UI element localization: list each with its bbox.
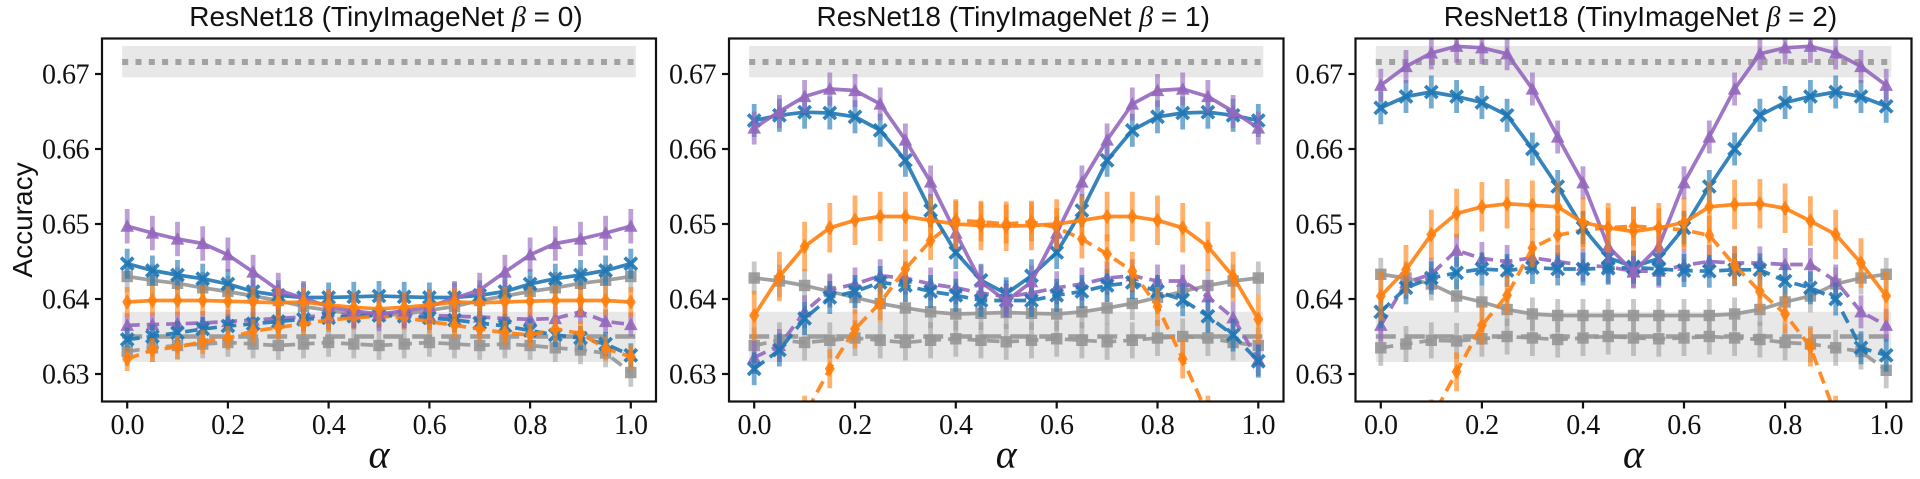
svg-text:1.0: 1.0 xyxy=(1869,410,1903,441)
svg-text:α: α xyxy=(1623,432,1645,475)
svg-text:0.4: 0.4 xyxy=(312,410,346,441)
svg-text:ResNet18 (TinyImageNet β = 2): ResNet18 (TinyImageNet β = 2) xyxy=(1444,1,1837,33)
svg-text:0.63: 0.63 xyxy=(1296,360,1343,391)
svg-text:0.65: 0.65 xyxy=(42,210,89,241)
svg-text:0.66: 0.66 xyxy=(1296,135,1344,166)
svg-text:0.4: 0.4 xyxy=(939,410,973,441)
svg-text:0.66: 0.66 xyxy=(42,135,90,166)
svg-text:0.0: 0.0 xyxy=(110,410,144,441)
svg-text:0.4: 0.4 xyxy=(1566,410,1600,441)
svg-text:0.67: 0.67 xyxy=(669,60,717,91)
svg-text:0.2: 0.2 xyxy=(1465,410,1499,441)
svg-text:0.64: 0.64 xyxy=(1296,285,1344,316)
svg-text:0.65: 0.65 xyxy=(1296,210,1343,241)
svg-text:0.0: 0.0 xyxy=(1364,410,1398,441)
svg-text:0.6: 0.6 xyxy=(1040,410,1074,441)
svg-text:0.66: 0.66 xyxy=(669,135,717,166)
svg-text:0.8: 0.8 xyxy=(1768,410,1802,441)
svg-text:ResNet18 (TinyImageNet β = 1): ResNet18 (TinyImageNet β = 1) xyxy=(816,1,1209,33)
svg-text:1.0: 1.0 xyxy=(614,410,648,441)
svg-text:0.64: 0.64 xyxy=(42,285,90,316)
svg-text:0.8: 0.8 xyxy=(1141,410,1175,441)
svg-text:0.6: 0.6 xyxy=(1667,410,1701,441)
svg-text:0.64: 0.64 xyxy=(669,285,717,316)
svg-text:Accuracy: Accuracy xyxy=(7,162,38,277)
svg-text:α: α xyxy=(996,432,1018,475)
svg-text:0.2: 0.2 xyxy=(211,410,245,441)
svg-text:α: α xyxy=(369,432,391,475)
svg-text:ResNet18 (TinyImageNet β = 0): ResNet18 (TinyImageNet β = 0) xyxy=(189,1,582,33)
svg-text:0.6: 0.6 xyxy=(413,410,447,441)
svg-text:0.63: 0.63 xyxy=(42,360,89,391)
svg-text:1.0: 1.0 xyxy=(1242,410,1276,441)
svg-text:0.67: 0.67 xyxy=(42,60,90,91)
svg-text:0.2: 0.2 xyxy=(838,410,872,441)
svg-text:0.67: 0.67 xyxy=(1296,60,1344,91)
svg-text:0.65: 0.65 xyxy=(669,210,716,241)
svg-text:0.8: 0.8 xyxy=(513,410,547,441)
svg-text:0.0: 0.0 xyxy=(737,410,771,441)
svg-text:0.63: 0.63 xyxy=(669,360,716,391)
